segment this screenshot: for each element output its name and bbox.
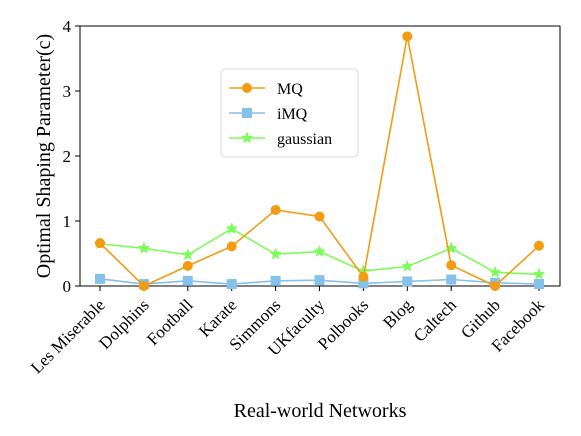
series-mq-point — [402, 31, 413, 42]
y-tick-label: 2 — [63, 147, 72, 166]
legend-box — [220, 68, 359, 158]
y-axis-ticks: 0 1 2 3 4 — [63, 17, 80, 296]
series-mq-point — [490, 281, 501, 291]
legend-mq-marker — [242, 83, 252, 93]
x-tick-label: Football — [143, 295, 197, 349]
series-mq-point — [95, 238, 105, 249]
series-mq-point — [226, 241, 237, 252]
series-imq-point — [270, 275, 281, 286]
series-imq-point — [402, 276, 413, 287]
series-gaussian-point — [269, 247, 282, 260]
y-tick-label: 1 — [63, 212, 72, 231]
y-tick-label: 4 — [63, 17, 72, 36]
y-tick-label: 3 — [63, 82, 72, 101]
x-tick-label: Les Miserable — [27, 295, 109, 377]
x-axis-title: Real-world Networks — [234, 400, 407, 422]
series-imq-point — [534, 279, 544, 290]
legend-gaussian-marker — [240, 131, 254, 144]
series-mq-point — [358, 271, 369, 282]
series-imq-point — [95, 273, 105, 284]
series-imq-point — [446, 274, 457, 285]
series-gaussian-point — [532, 267, 546, 280]
series-gaussian-point — [181, 248, 195, 261]
series-mq — [95, 31, 544, 291]
series-gaussian-point — [137, 241, 151, 254]
series-gaussian-point — [488, 265, 502, 278]
x-tick-label: Blog — [379, 295, 416, 332]
series-imq-point — [182, 275, 193, 286]
series-gaussian — [93, 222, 546, 280]
y-tick-label: 0 — [63, 277, 72, 296]
series-mq-point — [446, 260, 457, 271]
series-mq-point — [314, 211, 325, 222]
x-tick-label: Caltech — [410, 295, 461, 346]
legend-imq-marker — [242, 108, 252, 118]
legend-imq-label: iMQ — [277, 106, 308, 123]
series-gaussian-point — [225, 222, 239, 235]
x-axis-ticks: Les MiserableDolphinsFootballKarateSimmo… — [27, 286, 548, 377]
series-layer — [93, 31, 546, 291]
series-mq-point — [182, 260, 193, 271]
series-mq-point — [270, 204, 281, 215]
legend: MQ iMQ gaussian — [220, 68, 359, 158]
series-gaussian-point — [313, 244, 326, 257]
y-axis-title: Optimal Shaping Parameter(c) — [33, 34, 55, 278]
legend-mq-label: MQ — [277, 81, 303, 98]
series-imq-point — [314, 275, 325, 286]
series-mq-point — [534, 240, 544, 251]
series-gaussian-point — [400, 259, 414, 272]
legend-gaussian-label: gaussian — [277, 131, 332, 148]
series-mq-point — [138, 281, 149, 291]
series-imq-point — [226, 279, 237, 290]
